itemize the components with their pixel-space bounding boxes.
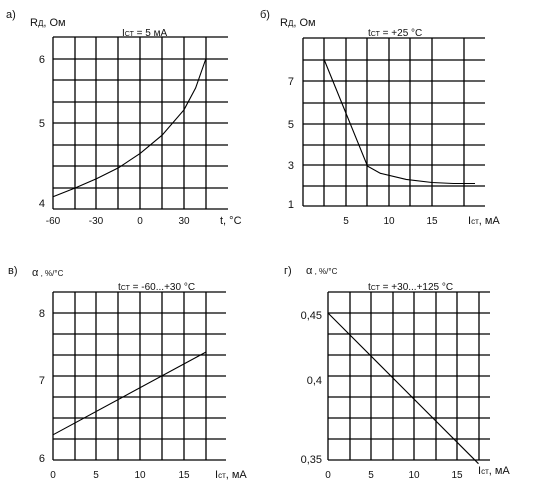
panel-d-ytick: 0,4 <box>307 375 322 387</box>
panel-b-ytick: 3 <box>288 160 294 172</box>
panel-a-xtick: -30 <box>89 216 104 227</box>
panel-d-grid <box>328 292 490 460</box>
panel-c: в) α , %/°C tСТ = -60...+30 °C 8 7 6 0 5… <box>8 265 247 481</box>
panel-c-ylabel: α , %/°C <box>32 267 64 279</box>
panel-b-grid <box>303 38 485 206</box>
panel-c-series-line <box>53 352 206 435</box>
panel-d-xtick: 15 <box>451 470 463 481</box>
panel-b-label: б) <box>260 9 270 21</box>
panel-c-ytick: 7 <box>39 375 45 387</box>
panel-a-ytick: 5 <box>39 118 45 130</box>
panel-b-xtick: 15 <box>426 216 438 227</box>
panel-a-grid <box>53 37 228 209</box>
panel-b-xtick: 10 <box>383 216 395 227</box>
panel-a-xtick: 30 <box>178 216 190 227</box>
panel-d-xtick: 10 <box>408 470 420 481</box>
panel-d-ytick: 0,35 <box>301 454 322 466</box>
panel-d-xtick: 0 <box>325 470 331 481</box>
panel-c-xtick: 0 <box>50 470 56 481</box>
panel-c-grid <box>53 292 226 460</box>
panel-b: б) RД, Ом tСТ = +25 °C 7 5 3 1 5 10 15 I… <box>260 9 500 227</box>
panel-b-ytick: 1 <box>288 199 294 211</box>
panel-b-ylabel: RД, Ом <box>280 17 316 29</box>
panel-a-ytick: 4 <box>39 198 45 210</box>
panel-c-xtick: 15 <box>178 470 190 481</box>
panel-d-ylabel: α , %/°C <box>306 265 338 277</box>
panel-b-xtick: 5 <box>343 216 349 227</box>
panel-b-xlabel: Iст, мА <box>468 215 500 227</box>
panel-d-ytick: 0,45 <box>301 310 322 322</box>
panel-a-xlabel: t, °C <box>220 215 242 227</box>
panel-c-label: в) <box>8 265 18 277</box>
panel-a: а) RД, Ом IСТ = 5 мА 6 5 4 -60 -30 0 30 … <box>6 9 242 227</box>
panel-a-label: а) <box>6 9 16 21</box>
panel-a-ylabel: RД, Ом <box>30 17 66 29</box>
panel-c-ytick: 8 <box>39 308 45 320</box>
panel-c-xtick: 5 <box>93 470 99 481</box>
panel-d-xtick: 5 <box>368 470 374 481</box>
panel-b-ytick: 5 <box>288 119 294 131</box>
panel-a-xtick: -60 <box>46 216 61 227</box>
panel-c-xtick: 10 <box>134 470 146 481</box>
panel-a-xtick: 0 <box>137 216 143 227</box>
panel-d: г) α , %/°C tСТ = +30...+125 °C 0,45 0,4… <box>284 265 510 481</box>
panel-b-ytick: 7 <box>288 76 294 88</box>
panel-c-ytick: 6 <box>39 453 45 465</box>
panel-d-label: г) <box>284 265 292 277</box>
panel-a-ytick: 6 <box>39 54 45 66</box>
panel-c-xlabel: Iст, мА <box>215 469 247 481</box>
panel-d-xlabel: Iст, мА <box>478 465 510 477</box>
